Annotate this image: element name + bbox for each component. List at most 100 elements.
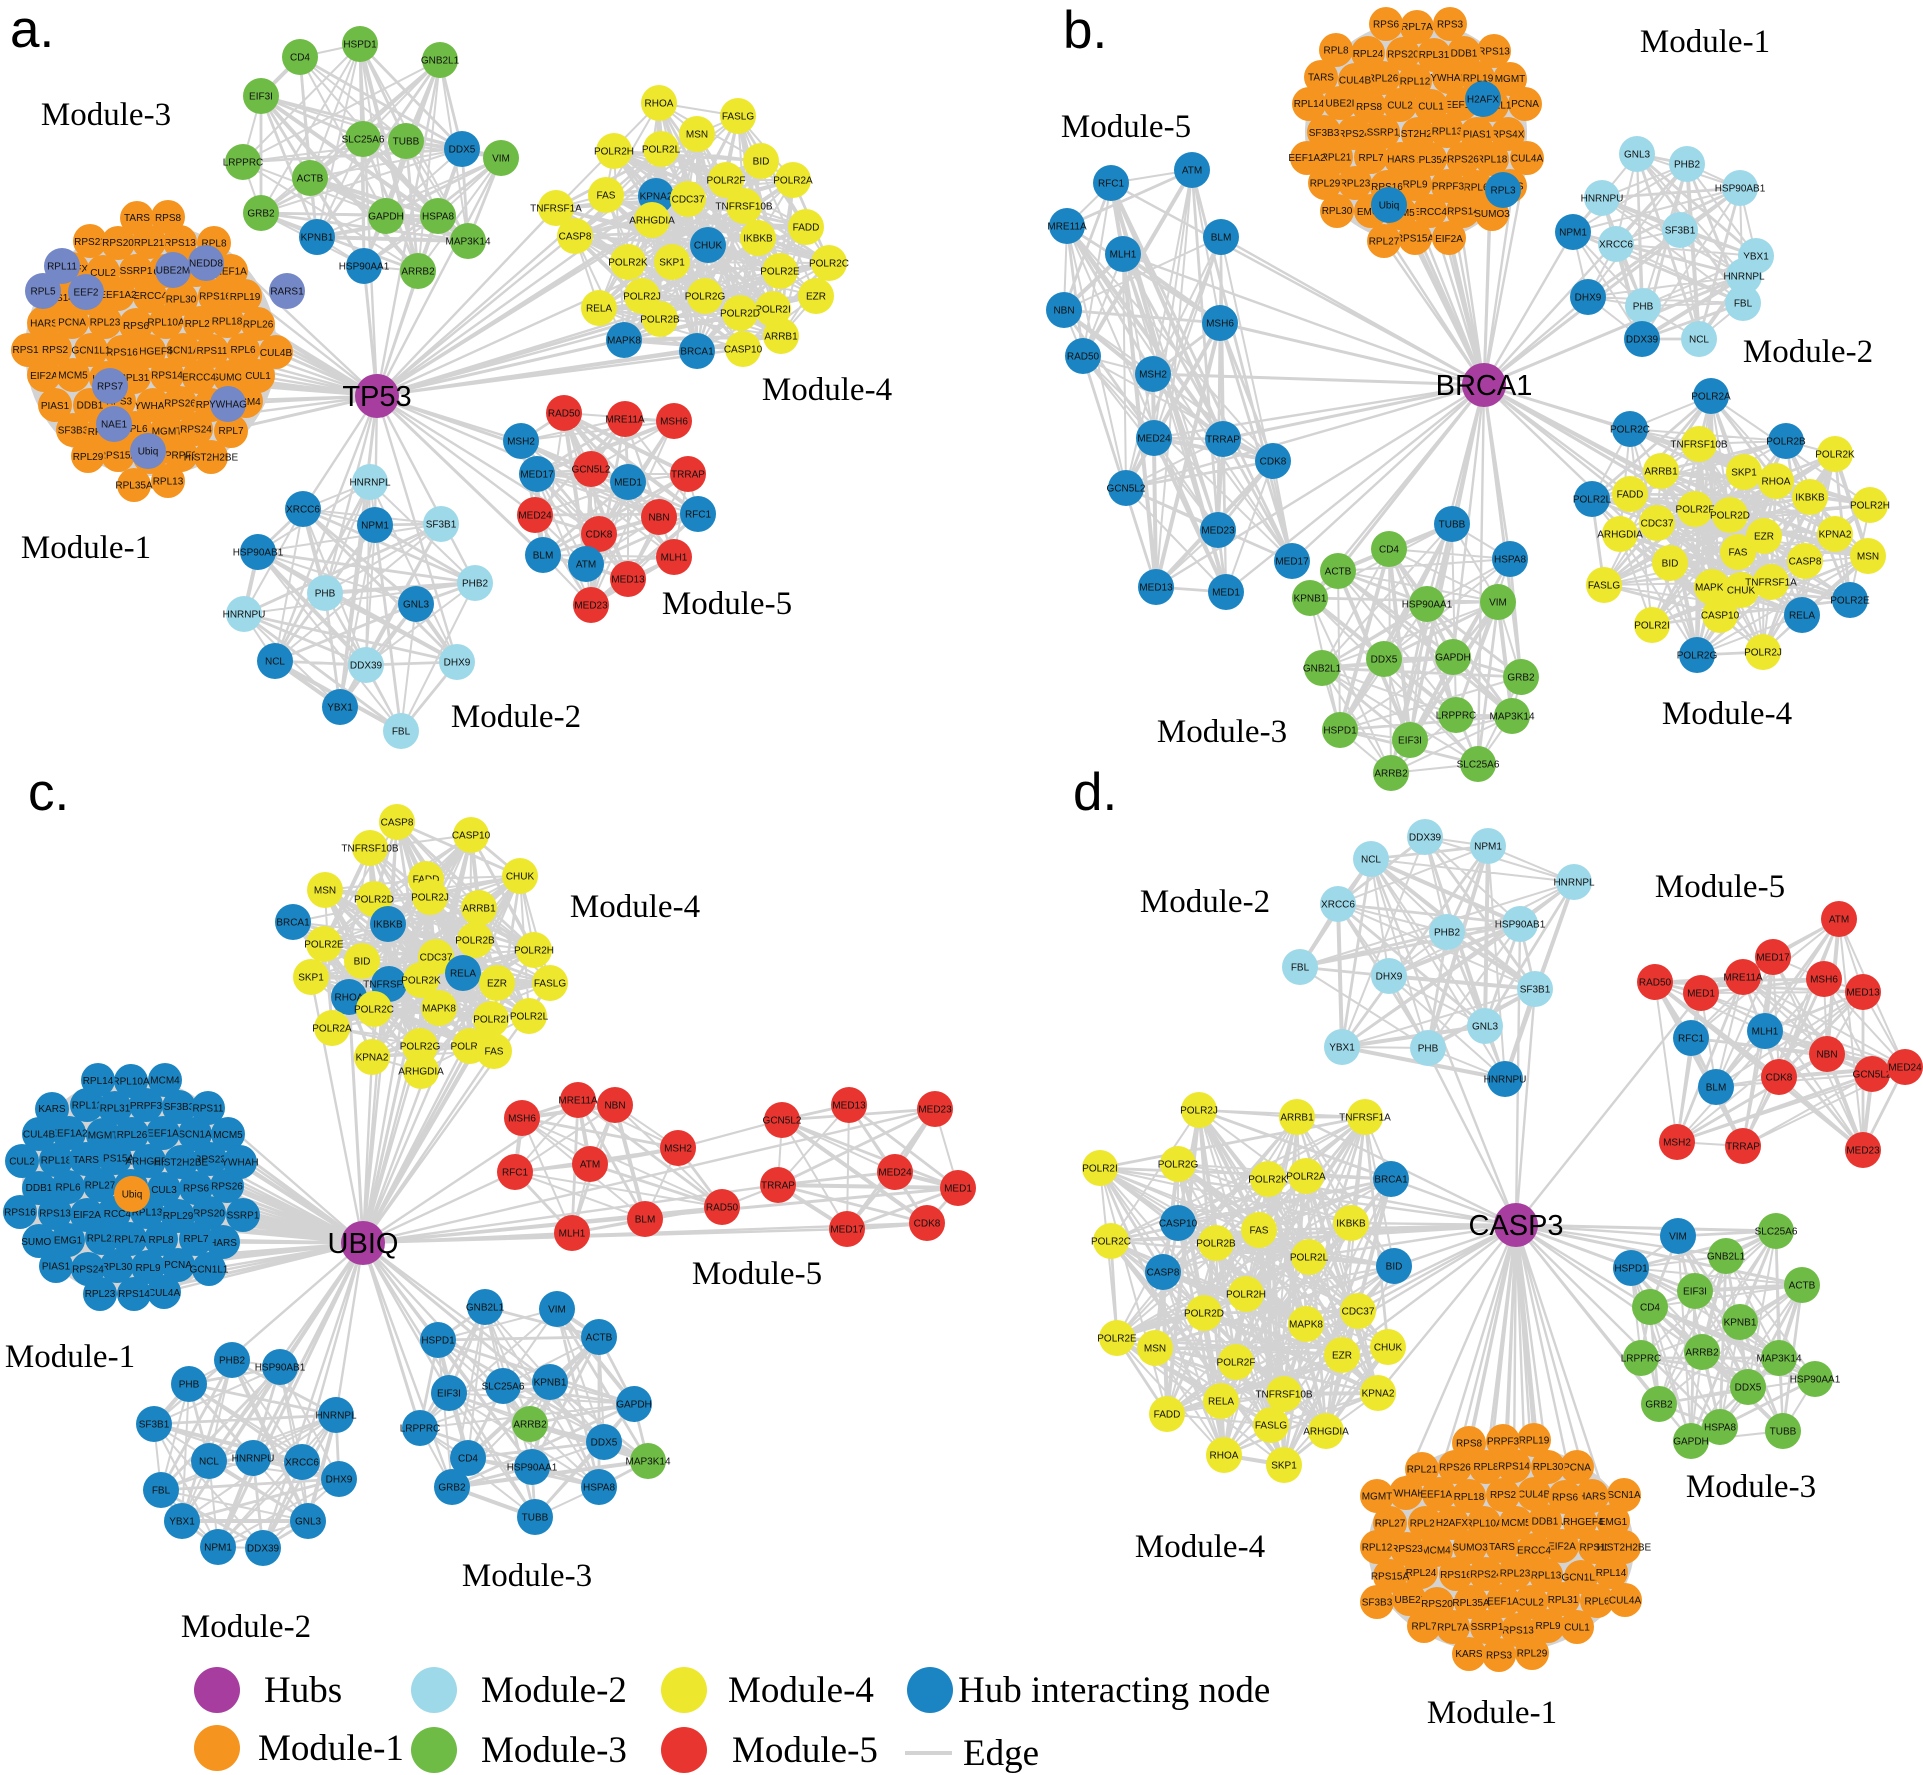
svg-text:NCL: NCL (199, 1457, 219, 1468)
svg-text:EZR: EZR (1332, 1351, 1352, 1362)
svg-text:POLR2E: POLR2E (1097, 1334, 1137, 1345)
svg-text:MGMT: MGMT (152, 426, 183, 437)
svg-text:EEF1A: EEF1A (1445, 100, 1477, 111)
svg-text:RPS14: RPS14 (1447, 207, 1479, 218)
svg-text:POLR2I: POLR2I (1082, 1164, 1118, 1175)
svg-text:RPS6: RPS6 (123, 321, 150, 332)
svg-text:DHX9: DHX9 (326, 1475, 353, 1486)
svg-text:VIM: VIM (1489, 598, 1507, 609)
svg-text:POLR2I: POLR2I (755, 305, 791, 316)
svg-text:RPS11: RPS11 (197, 346, 228, 357)
svg-text:MED17: MED17 (830, 1225, 864, 1236)
svg-text:RPL26: RPL26 (1368, 74, 1399, 85)
svg-text:Module-3: Module-3 (462, 1558, 592, 1594)
svg-text:ARHGDIA: ARHGDIA (1303, 1427, 1349, 1438)
svg-text:FASLG: FASLG (1588, 581, 1620, 592)
svg-text:DHX9: DHX9 (1575, 293, 1602, 304)
svg-text:RPS3: RPS3 (1437, 20, 1464, 31)
svg-text:b.: b. (1063, 1, 1107, 60)
svg-text:PHB2: PHB2 (1674, 160, 1701, 171)
svg-text:FAS: FAS (1729, 548, 1748, 559)
svg-text:HSPD1: HSPD1 (1323, 726, 1357, 737)
svg-text:TUBB: TUBB (1439, 520, 1466, 531)
svg-text:NBN: NBN (1053, 306, 1074, 317)
svg-text:RPS15A: RPS15A (99, 451, 138, 462)
svg-text:RPL6: RPL6 (55, 1183, 80, 1194)
svg-text:DDX5: DDX5 (449, 145, 476, 156)
svg-text:DHX9: DHX9 (1376, 972, 1403, 983)
svg-text:EIF3I: EIF3I (249, 92, 273, 103)
svg-text:IKBKB: IKBKB (373, 920, 403, 931)
svg-text:SSRP1: SSRP1 (120, 266, 153, 277)
svg-text:CUL4A: CUL4A (1511, 153, 1544, 164)
svg-text:FADD: FADD (1617, 490, 1644, 501)
svg-text:SSRP1: SSRP1 (1471, 1622, 1504, 1633)
svg-text:MGMT: MGMT (1362, 1491, 1393, 1502)
svg-text:RPL18: RPL18 (1454, 1492, 1485, 1503)
svg-text:SLC25A6: SLC25A6 (1755, 1227, 1798, 1238)
svg-text:ACTB: ACTB (1789, 1281, 1816, 1292)
svg-text:IKBKB: IKBKB (1795, 493, 1825, 504)
svg-text:RPL30: RPL30 (166, 295, 197, 306)
svg-text:CUL2: CUL2 (90, 268, 116, 279)
svg-text:CASP10: CASP10 (724, 345, 763, 356)
svg-text:RPL12: RPL12 (1362, 1543, 1393, 1554)
svg-text:RPS20: RPS20 (102, 238, 134, 249)
svg-text:RPL30: RPL30 (1533, 1462, 1564, 1473)
svg-text:HSPA8: HSPA8 (1494, 555, 1526, 566)
svg-text:CDC37: CDC37 (1342, 1307, 1375, 1318)
svg-text:ARHGDIA: ARHGDIA (1597, 530, 1643, 541)
svg-text:DDX39: DDX39 (1409, 833, 1442, 844)
svg-text:MSN: MSN (1857, 552, 1879, 563)
svg-text:SUMO3: SUMO3 (1452, 1542, 1488, 1553)
svg-text:MED23: MED23 (1201, 526, 1235, 537)
svg-text:GRB2: GRB2 (247, 209, 275, 220)
svg-text:Ubiq: Ubiq (122, 1190, 143, 1201)
svg-text:POLR2H: POLR2H (594, 147, 634, 158)
svg-text:POLR2B: POLR2B (640, 315, 680, 326)
svg-text:HNRNPL: HNRNPL (349, 478, 391, 489)
svg-text:LRPPRC: LRPPRC (400, 1424, 441, 1435)
svg-text:RPL30: RPL30 (1322, 206, 1353, 217)
svg-text:MSH6: MSH6 (660, 417, 688, 428)
svg-text:TNFRSF10B: TNFRSF10B (1255, 1390, 1313, 1401)
svg-text:EIF3I: EIF3I (437, 1389, 461, 1400)
svg-text:HARS: HARS (1578, 1492, 1606, 1503)
svg-text:MAP3K14: MAP3K14 (1756, 1354, 1801, 1365)
svg-text:MGMT: MGMT (1495, 74, 1526, 85)
svg-text:POLR2D: POLR2D (1184, 1309, 1224, 1320)
svg-text:MSH2: MSH2 (1663, 1138, 1691, 1149)
svg-text:CASP8: CASP8 (1147, 1268, 1180, 1279)
svg-text:EEF1A: EEF1A (1487, 1596, 1519, 1607)
svg-text:ACTB: ACTB (1325, 567, 1352, 578)
svg-text:CASP3: CASP3 (1468, 1210, 1563, 1242)
svg-text:MGMT: MGMT (88, 1131, 119, 1142)
svg-text:RELA: RELA (450, 969, 476, 980)
svg-text:SUMO3: SUMO3 (1474, 209, 1510, 220)
svg-text:YBX1: YBX1 (169, 1517, 195, 1528)
svg-text:RPS14: RPS14 (118, 1289, 150, 1300)
svg-text:RPL6: RPL6 (230, 345, 255, 356)
svg-text:BLM: BLM (635, 1215, 656, 1226)
svg-text:RPS6: RPS6 (183, 1183, 210, 1194)
svg-text:ERCC4: ERCC4 (133, 291, 167, 302)
svg-text:MAPK8: MAPK8 (1289, 1320, 1323, 1331)
svg-text:POLR2L: POLR2L (642, 145, 681, 156)
svg-text:CD4: CD4 (1640, 1303, 1660, 1314)
svg-text:NPM1: NPM1 (204, 1543, 232, 1554)
svg-text:SCN1A: SCN1A (166, 346, 200, 357)
svg-text:SKP1: SKP1 (298, 973, 324, 984)
svg-text:KPNB1: KPNB1 (301, 233, 334, 244)
svg-text:RPL14: RPL14 (1596, 1568, 1627, 1579)
svg-text:ATM: ATM (1829, 915, 1849, 926)
svg-text:DDB1: DDB1 (1451, 49, 1478, 60)
svg-text:MED23: MED23 (918, 1105, 952, 1116)
svg-text:CDK8: CDK8 (1260, 457, 1287, 468)
svg-text:RPL19: RPL19 (230, 292, 261, 303)
svg-text:Edge: Edge (963, 1733, 1039, 1774)
svg-text:NPM1: NPM1 (1474, 842, 1502, 853)
svg-text:NBN: NBN (648, 513, 669, 524)
svg-text:GAPDH: GAPDH (368, 212, 404, 223)
svg-text:MED17: MED17 (1756, 953, 1790, 964)
svg-text:MRE11A: MRE11A (1723, 973, 1763, 984)
